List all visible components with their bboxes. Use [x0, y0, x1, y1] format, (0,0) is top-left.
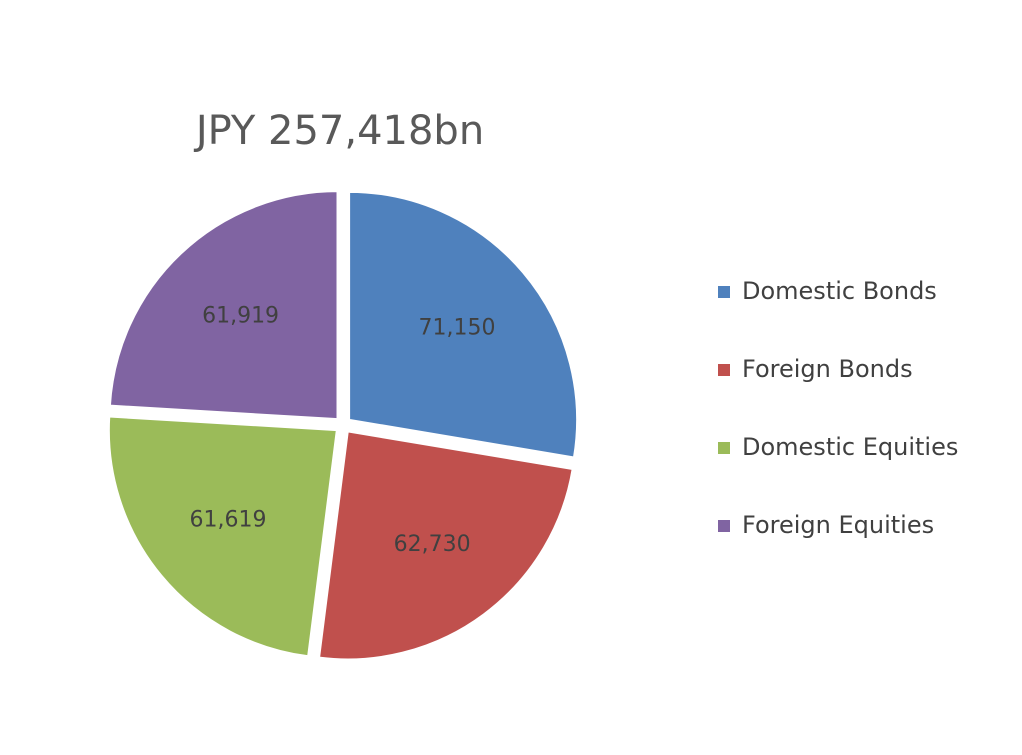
- legend-marker: [718, 442, 730, 454]
- pie-slice: [317, 430, 574, 661]
- legend-marker: [718, 364, 730, 376]
- pie-slice: [108, 190, 339, 421]
- data-label: 61,919: [202, 303, 279, 328]
- legend-marker: [718, 520, 730, 532]
- legend-marker: [718, 286, 730, 298]
- legend-label: Domestic Bonds: [742, 277, 937, 305]
- chart-title: JPY 257,418bn: [193, 108, 484, 154]
- pie-slice: [107, 415, 338, 658]
- pie-slice: [348, 190, 579, 459]
- legend-label: Foreign Equities: [742, 511, 934, 539]
- data-label: 71,150: [419, 315, 496, 340]
- data-label: 61,619: [190, 507, 267, 532]
- legend-label: Foreign Bonds: [742, 355, 913, 383]
- data-label: 62,730: [394, 532, 471, 557]
- legend-label: Domestic Equities: [742, 433, 958, 461]
